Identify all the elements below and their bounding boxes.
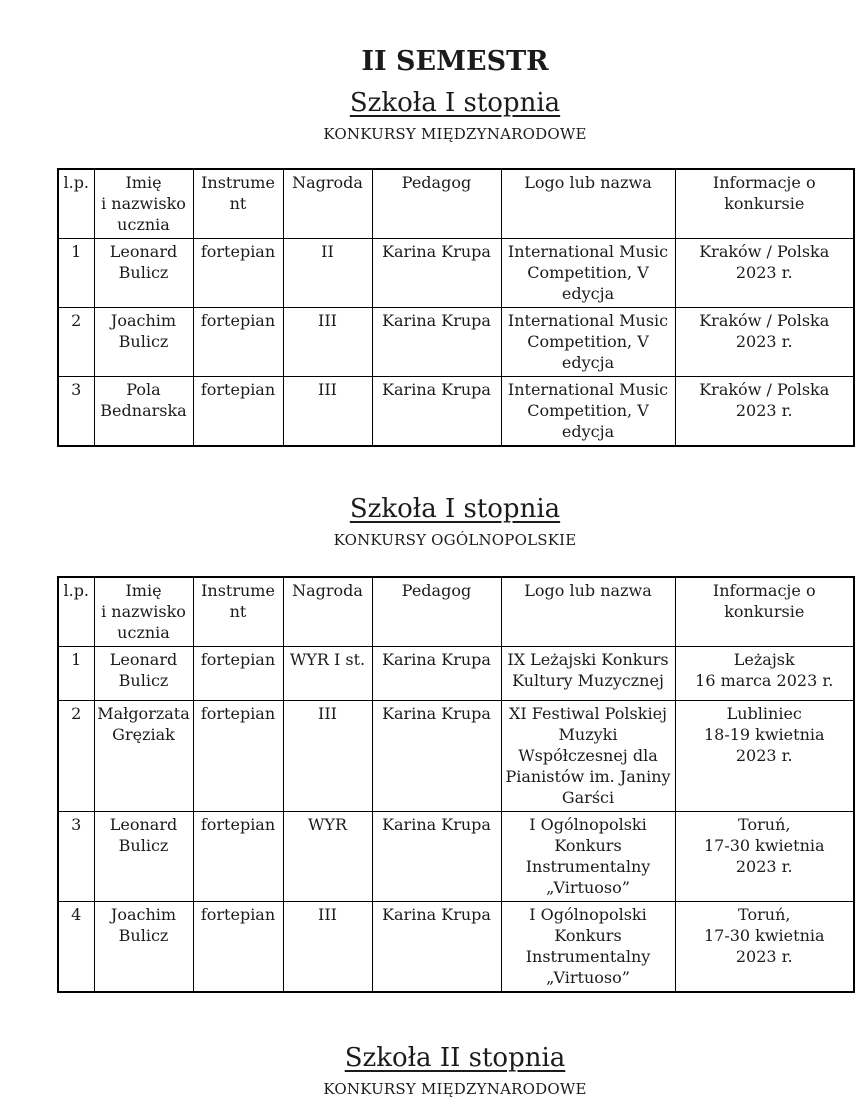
table-row: 3 Leonard Bulicz fortepian WYR Karina Kr… (57, 811, 855, 902)
table-cell: Małgorzata Gręziak (93, 700, 194, 812)
column-header: Nagroda (282, 576, 373, 647)
table-cell: Toruń, 17-30 kwietnia 2023 r. (674, 901, 855, 993)
table-cell: 1 (57, 238, 95, 308)
table-cell: Karina Krupa (371, 307, 502, 377)
table-cell: International Music Competition, V edycj… (500, 376, 676, 447)
table-cell: fortepian (192, 238, 284, 308)
table-cell: Karina Krupa (371, 238, 502, 308)
table-cell: XI Festiwal Polskiej Muzyki Współczesnej… (500, 700, 676, 812)
table-cell: Leżajsk 16 marca 2023 r. (674, 646, 855, 701)
column-header: Imię i nazwisko ucznia (93, 576, 194, 647)
table-cell: Karina Krupa (371, 376, 502, 447)
column-header: Instrume nt (192, 576, 284, 647)
table-cell: Leonard Bulicz (93, 646, 194, 701)
table-cell: Joachim Bulicz (93, 901, 194, 993)
table-cell: Karina Krupa (371, 646, 502, 701)
table-cell: 3 (57, 376, 95, 447)
column-header: Pedagog (371, 168, 502, 239)
table-row: 1 Leonard Bulicz fortepian II Karina Kru… (57, 238, 855, 308)
table-cell: Leonard Bulicz (93, 811, 194, 902)
column-header: Imię i nazwisko ucznia (93, 168, 194, 239)
table-row: 1 Leonard Bulicz fortepian WYR I st. Kar… (57, 646, 855, 701)
table-cell: Leonard Bulicz (93, 238, 194, 308)
table-cell: Karina Krupa (371, 811, 502, 902)
table-row: 2 Joachim Bulicz fortepian III Karina Kr… (57, 307, 855, 377)
section-school1-national: Szkoła I stopnia KONKURSY OGÓLNOPOLSKIE … (57, 493, 855, 993)
table-cell: fortepian (192, 307, 284, 377)
table-row: 2 Małgorzata Gręziak fortepian III Karin… (57, 700, 855, 812)
table-cell: fortepian (192, 376, 284, 447)
table-cell: Kraków / Polska 2023 r. (674, 238, 855, 308)
table-cell: Karina Krupa (371, 901, 502, 993)
column-header: Informacje o konkursie (674, 168, 855, 239)
document-page: II SEMESTR Szkoła I stopnia KONKURSY MIĘ… (57, 0, 855, 1099)
table-row: 3 Pola Bednarska fortepian III Karina Kr… (57, 376, 855, 447)
section-subheading: KONKURSY MIĘDZYNARODOWE (323, 125, 587, 143)
table-cell: Karina Krupa (371, 700, 502, 812)
column-header: l.p. (57, 576, 95, 647)
section-heading: Szkoła II stopnia (344, 1043, 566, 1073)
column-header: Instrume nt (192, 168, 284, 239)
table-cell: 1 (57, 646, 95, 701)
table-cell: Kraków / Polska 2023 r. (674, 376, 855, 447)
table-row: 4 Joachim Bulicz fortepian III Karina Kr… (57, 901, 855, 993)
table-cell: Pola Bednarska (93, 376, 194, 447)
column-header: l.p. (57, 168, 95, 239)
table-cell: Kraków / Polska 2023 r. (674, 307, 855, 377)
section-school1-international: Szkoła I stopnia KONKURSY MIĘDZYNARODOWE… (57, 87, 855, 447)
table-header-row: l.p. Imię i nazwisko ucznia Instrume nt … (57, 576, 855, 647)
table-cell: Joachim Bulicz (93, 307, 194, 377)
table-cell: II (282, 238, 373, 308)
table-cell: International Music Competition, V edycj… (500, 238, 676, 308)
competitions-table-national: l.p. Imię i nazwisko ucznia Instrume nt … (57, 576, 855, 993)
section-heading: Szkoła I stopnia (349, 494, 561, 524)
competitions-table-international: l.p. Imię i nazwisko ucznia Instrume nt … (57, 168, 855, 447)
table-cell: III (282, 700, 373, 812)
column-header: Logo lub nazwa (500, 576, 676, 647)
table-cell: Lubliniec 18-19 kwietnia 2023 r. (674, 700, 855, 812)
table-cell: fortepian (192, 811, 284, 902)
section-subheading: KONKURSY OGÓLNOPOLSKIE (333, 531, 577, 549)
table-cell: IX Leżajski Konkurs Kultury Muzycznej (500, 646, 676, 701)
table-header-row: l.p. Imię i nazwisko ucznia Instrume nt … (57, 168, 855, 239)
table-cell: 3 (57, 811, 95, 902)
column-header: Informacje o konkursie (674, 576, 855, 647)
column-header: Logo lub nazwa (500, 168, 676, 239)
table-cell: fortepian (192, 901, 284, 993)
table-cell: fortepian (192, 700, 284, 812)
column-header: Pedagog (371, 576, 502, 647)
table-cell: 2 (57, 307, 95, 377)
table-cell: III (282, 376, 373, 447)
table-cell: Toruń, 17-30 kwietnia 2023 r. (674, 811, 855, 902)
section-school2-international: Szkoła II stopnia KONKURSY MIĘDZYNARODOW… (57, 1042, 853, 1099)
table-cell: III (282, 901, 373, 993)
table-cell: WYR I st. (282, 646, 373, 701)
table-cell: III (282, 307, 373, 377)
table-cell: WYR (282, 811, 373, 902)
table-cell: International Music Competition, V edycj… (500, 307, 676, 377)
table-cell: I Ogólnopolski Konkurs Instrumentalny „V… (500, 901, 676, 993)
table-cell: I Ogólnopolski Konkurs Instrumentalny „V… (500, 811, 676, 902)
page-title: II SEMESTR (361, 46, 549, 77)
table-cell: 2 (57, 700, 95, 812)
section-subheading: KONKURSY MIĘDZYNARODOWE (323, 1080, 587, 1098)
column-header: Nagroda (282, 168, 373, 239)
section-heading: Szkoła I stopnia (349, 88, 561, 118)
table-cell: 4 (57, 901, 95, 993)
table-cell: fortepian (192, 646, 284, 701)
